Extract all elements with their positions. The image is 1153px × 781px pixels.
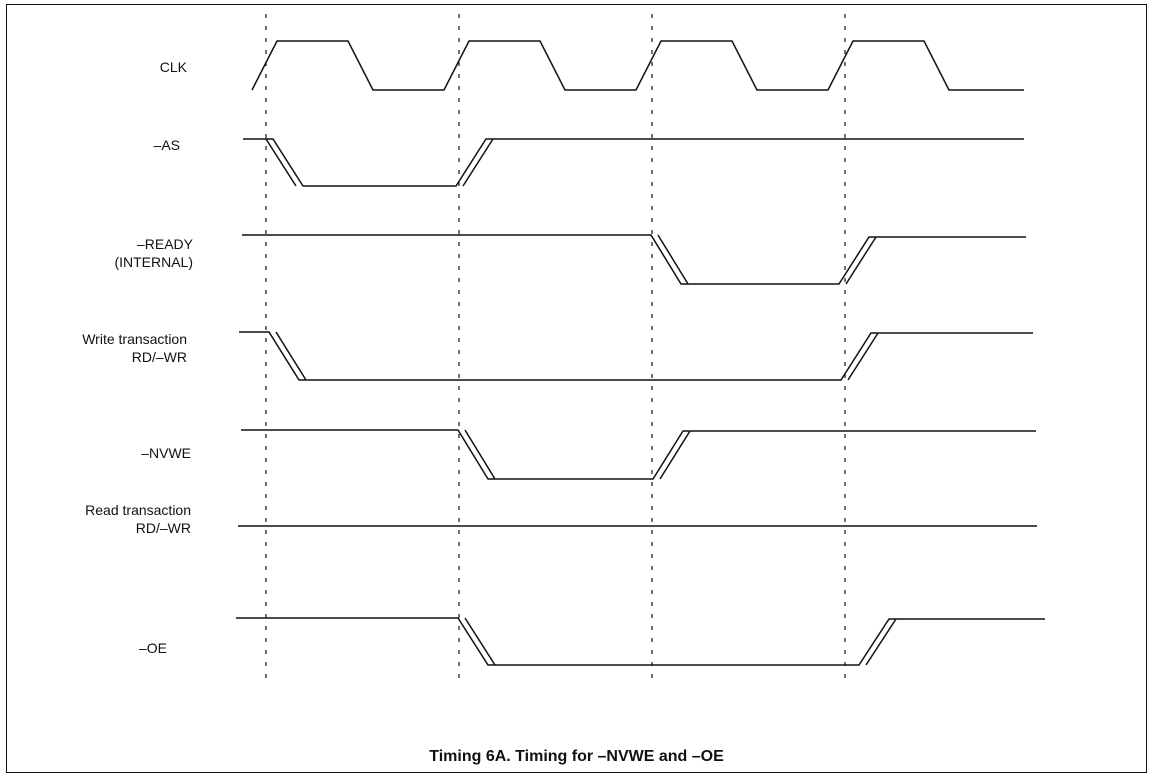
write-rdwr-label-line1: Write transaction	[82, 331, 187, 347]
read-rdwr-label-line2: RD/–WR	[135, 520, 191, 536]
as-label: –AS	[153, 137, 180, 153]
oe-label: –OE	[138, 640, 167, 656]
write-rdwr-label: Write transaction RD/–WR	[82, 330, 187, 366]
ready-label-line2: (INTERNAL)	[114, 254, 193, 270]
write-rdwr-label-line2: RD/–WR	[131, 349, 187, 365]
clk-waveform	[251, 40, 1024, 91]
ready-rise-skew	[845, 236, 877, 285]
read-rdwr-label: Read transaction RD/–WR	[85, 501, 191, 537]
write-rdwr-waveform	[239, 331, 1033, 381]
ready-waveform	[242, 234, 1026, 285]
read-rdwr-label-line1: Read transaction	[85, 502, 191, 518]
nvwe-label: –NVWE	[141, 445, 191, 461]
as-fall-skew	[265, 138, 297, 187]
as-rise-skew	[462, 138, 494, 187]
figure-caption: Timing 6A. Timing for –NVWE and –OE	[429, 748, 724, 765]
nvwe-rise-skew	[659, 430, 691, 480]
diagram-frame	[6, 4, 1147, 773]
nvwe-fall-skew	[464, 429, 496, 480]
write-rdwr-fall-skew	[275, 331, 307, 381]
oe-waveform	[236, 617, 1045, 666]
ready-label: –READY (INTERNAL)	[114, 235, 193, 271]
nvwe-waveform	[241, 429, 1036, 480]
write-rdwr-rise-skew	[847, 332, 879, 381]
clk-label: CLK	[159, 59, 187, 75]
cycle-guides	[265, 14, 846, 682]
as-waveform	[243, 138, 1024, 187]
oe-rise-skew	[865, 618, 897, 666]
oe-fall-skew	[464, 617, 496, 666]
ready-label-line1: –READY	[136, 236, 193, 252]
ready-fall-skew	[657, 234, 689, 285]
